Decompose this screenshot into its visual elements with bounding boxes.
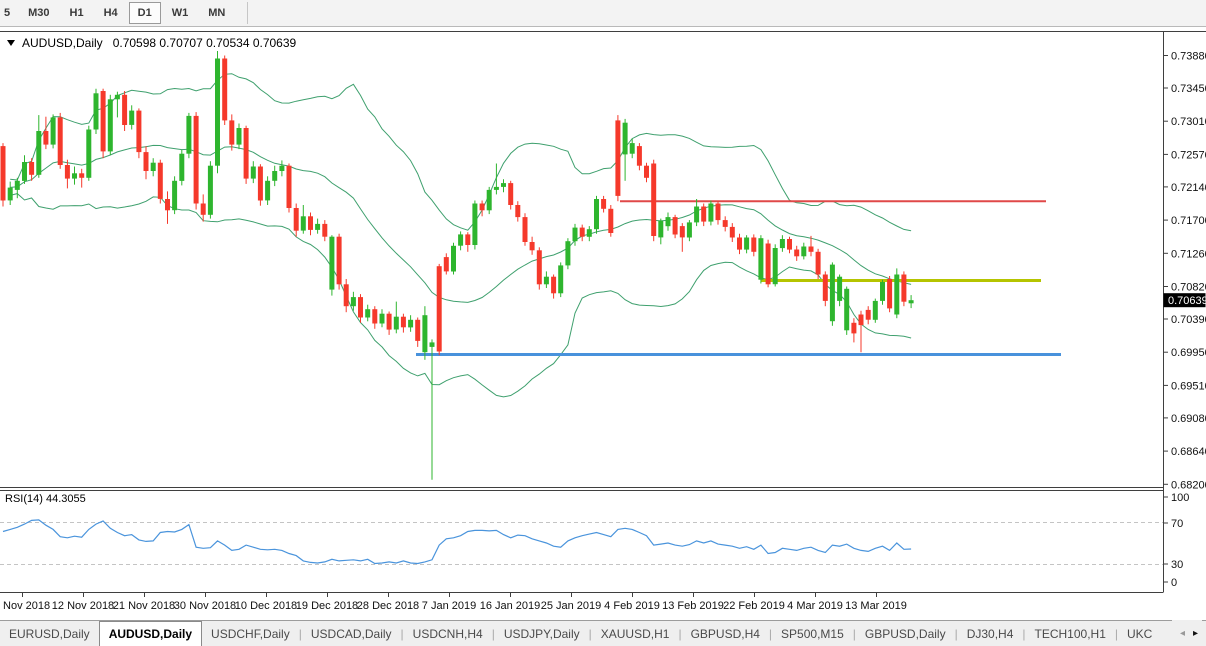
- chart-caret-icon: [7, 40, 15, 46]
- pane-borders: [0, 31, 1206, 593]
- horizontal-line-objects: [416, 200, 1061, 356]
- svg-text:70: 70: [1171, 518, 1183, 530]
- svg-text:21 Nov 2018: 21 Nov 2018: [113, 600, 175, 612]
- timeframe-button-h1[interactable]: H1: [69, 7, 84, 19]
- chart-tab-tech100-h1[interactable]: TECH100,H1: [1034, 626, 1106, 641]
- svg-text:13 Mar 2019: 13 Mar 2019: [845, 600, 907, 612]
- svg-text:25 Jan 2019: 25 Jan 2019: [541, 600, 602, 612]
- svg-text:100: 100: [1171, 492, 1189, 504]
- svg-text:12 Nov 2018: 12 Nov 2018: [52, 600, 114, 612]
- timeframe-toolbar: 5 M30 H1 H4 D1 W1 MN: [0, 0, 1206, 27]
- chart-tab-dj30-h4[interactable]: DJ30,H4: [966, 626, 1014, 641]
- svg-text:2 Nov 2018: 2 Nov 2018: [0, 600, 50, 612]
- tab-separator: |: [298, 627, 302, 641]
- svg-text:16 Jan 2019: 16 Jan 2019: [480, 600, 541, 612]
- chart-tab-usdjpy-daily[interactable]: USDJPY,Daily: [503, 626, 580, 641]
- chart-tab-gbpusd-daily[interactable]: GBPUSD,Daily: [864, 626, 946, 641]
- svg-text:4 Feb 2019: 4 Feb 2019: [604, 600, 660, 612]
- tab-scroll-arrows: ◂ ▸: [1171, 620, 1202, 646]
- chart-ohlc-values: 0.70598 0.70707 0.70534 0.70639: [112, 36, 297, 50]
- timeframe-button-d1[interactable]: D1: [128, 2, 161, 24]
- tab-separator: |: [1114, 627, 1119, 641]
- timeframe-button-5[interactable]: 5: [4, 7, 11, 19]
- tab-separator: |: [1022, 627, 1026, 641]
- main-price-pane[interactable]: [0, 51, 1062, 480]
- toolbar-separator: [247, 2, 249, 24]
- tab-separator: |: [954, 627, 958, 641]
- svg-text:13 Feb 2019: 13 Feb 2019: [662, 600, 724, 612]
- tab-scroll-left-icon[interactable]: ◂: [1179, 627, 1185, 639]
- tab-separator: |: [852, 627, 856, 641]
- svg-text:4 Mar 2019: 4 Mar 2019: [787, 600, 843, 612]
- chart-tab-bar: EURUSD,Daily AUDUSD,Daily USDCHF,Daily | USD…: [0, 620, 1206, 646]
- tab-separator: |: [400, 627, 404, 641]
- candlesticks: [0, 51, 914, 480]
- chart-tab-usdcad-daily[interactable]: USDCAD,Daily: [310, 626, 392, 641]
- svg-text:7 Jan 2019: 7 Jan 2019: [422, 600, 476, 612]
- chart-tab-eurusd-daily[interactable]: EURUSD,Daily: [9, 626, 90, 641]
- current-price-marker: 0.70639: [1163, 293, 1206, 308]
- timeframe-button-m30[interactable]: M30: [28, 7, 50, 19]
- timeframe-button-h4[interactable]: H4: [103, 7, 118, 19]
- tab-scroll-right-icon[interactable]: ▸: [1192, 627, 1198, 639]
- rsi-indicator-label: RSI(14) 44.3055: [5, 493, 86, 505]
- svg-text:19 Dec 2018: 19 Dec 2018: [296, 600, 358, 612]
- chart-tab-ukc[interactable]: UKC: [1127, 626, 1153, 641]
- chart-tab-xauusd-h1[interactable]: XAUUSD,H1: [600, 626, 670, 641]
- chart-title: AUDUSD,Daily 0.70598 0.70707 0.70534 0.7…: [7, 36, 296, 50]
- svg-text:30 Nov 2018: 30 Nov 2018: [174, 600, 236, 612]
- rsi-pane[interactable]: [0, 519, 1163, 565]
- svg-text:30: 30: [1171, 559, 1183, 571]
- svg-text:10 Dec 2018: 10 Dec 2018: [235, 600, 297, 612]
- chart-tab-usdchf-daily[interactable]: USDCHF,Daily: [211, 626, 290, 641]
- tab-separator: |: [491, 627, 495, 641]
- rsi-axis: 100 70 30 0: [1163, 492, 1189, 589]
- svg-text:0.70639: 0.70639: [1168, 295, 1206, 307]
- rsi-line: [2, 519, 912, 565]
- chart-tab-gbpusd-h4[interactable]: GBPUSD,H4: [690, 626, 760, 641]
- timeframe-button-w1[interactable]: W1: [171, 7, 189, 19]
- svg-text:22 Feb 2019: 22 Feb 2019: [723, 600, 785, 612]
- svg-text:0: 0: [1171, 577, 1177, 589]
- chart-symbol-label: AUDUSD,Daily: [22, 36, 103, 50]
- timeframe-button-mn[interactable]: MN: [208, 7, 226, 19]
- tab-separator: |: [588, 627, 592, 641]
- tab-separator: |: [768, 627, 773, 641]
- chart-tab-sp500-m15[interactable]: SP500,M15: [781, 626, 844, 641]
- tab-separator: |: [678, 627, 682, 641]
- chart-tab-usdcnh-h4[interactable]: USDCNH,H4: [412, 626, 483, 641]
- chart-tab-audusd-daily[interactable]: AUDUSD,Daily: [98, 621, 203, 646]
- svg-text:28 Dec 2018: 28 Dec 2018: [357, 600, 419, 612]
